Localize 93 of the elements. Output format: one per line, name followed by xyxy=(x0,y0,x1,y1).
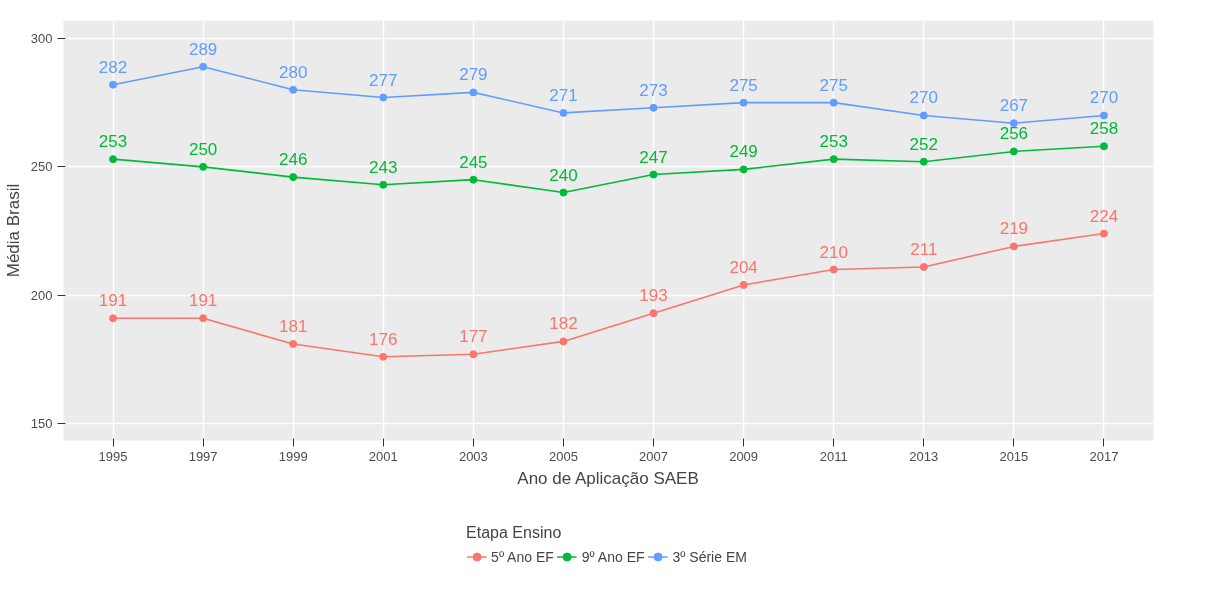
data-label: 245 xyxy=(459,152,488,172)
x-tick-label: 2011 xyxy=(819,448,848,464)
data-label: 253 xyxy=(98,132,128,152)
point xyxy=(1099,229,1108,238)
x-tick-label: 2009 xyxy=(729,448,759,464)
point xyxy=(739,280,748,289)
point xyxy=(109,155,118,164)
point xyxy=(739,165,748,174)
y-axis-title: Média Brasil xyxy=(3,183,23,278)
x-tick-label: 2015 xyxy=(999,448,1029,464)
data-label: 240 xyxy=(549,165,578,185)
x-tick-label: 2013 xyxy=(909,448,939,464)
legend-title: Etapa Ensino xyxy=(466,523,563,542)
data-label: 253 xyxy=(819,132,848,152)
x-tick-label: 2003 xyxy=(458,448,488,464)
x-tick-label: 2001 xyxy=(368,448,398,464)
x-tick-label: 1999 xyxy=(278,448,308,464)
data-label: 282 xyxy=(98,57,128,77)
y-tick-label: 200 xyxy=(30,287,53,303)
x-tick-label: 2017 xyxy=(1089,448,1119,464)
point xyxy=(199,162,208,171)
data-label: 270 xyxy=(1089,88,1119,108)
legend-label: 9º Ano EF xyxy=(581,548,645,565)
data-label: 256 xyxy=(999,124,1029,144)
data-label: 182 xyxy=(549,314,578,334)
data-label: 224 xyxy=(1089,206,1119,226)
point xyxy=(649,103,658,112)
x-tick-label: 2007 xyxy=(639,448,668,464)
point xyxy=(469,88,478,97)
data-label: 252 xyxy=(909,134,938,154)
data-label: 267 xyxy=(999,96,1029,116)
point xyxy=(1009,242,1018,251)
data-label: 193 xyxy=(639,286,668,306)
point xyxy=(649,170,658,179)
data-label: 270 xyxy=(909,88,938,108)
data-label: 204 xyxy=(729,257,758,277)
point xyxy=(469,350,478,359)
data-label: 273 xyxy=(639,80,668,100)
point xyxy=(649,309,658,318)
point xyxy=(289,85,298,94)
data-label: 246 xyxy=(279,150,308,170)
point xyxy=(289,339,298,348)
data-label: 275 xyxy=(819,75,848,95)
y-tick-label: 300 xyxy=(30,30,53,46)
data-label: 289 xyxy=(188,39,218,59)
x-tick-label: 1995 xyxy=(98,448,128,464)
data-label: 176 xyxy=(369,329,398,349)
point xyxy=(919,157,928,166)
data-label: 250 xyxy=(188,139,218,159)
data-label: 279 xyxy=(459,65,488,85)
point xyxy=(379,352,388,361)
data-label: 219 xyxy=(999,219,1029,239)
point xyxy=(829,98,838,107)
point xyxy=(919,262,928,271)
point xyxy=(469,175,478,184)
data-label: 258 xyxy=(1089,119,1119,139)
data-label: 280 xyxy=(279,62,308,82)
point xyxy=(289,173,298,182)
data-label: 275 xyxy=(729,75,758,95)
point xyxy=(199,62,208,71)
y-tick-label: 150 xyxy=(30,416,53,432)
point xyxy=(829,265,838,274)
point xyxy=(379,180,388,189)
data-label: 277 xyxy=(369,70,398,90)
legend-label: 3º Série EM xyxy=(672,548,747,565)
point xyxy=(739,98,748,107)
point xyxy=(199,314,208,323)
point xyxy=(1099,111,1108,120)
data-label: 211 xyxy=(910,239,938,259)
data-label: 191 xyxy=(188,291,218,311)
point xyxy=(559,337,568,346)
y-tick-label: 250 xyxy=(30,159,53,175)
data-label: 181 xyxy=(279,316,308,336)
data-label: 191 xyxy=(98,291,128,311)
data-label: 243 xyxy=(369,157,398,177)
point xyxy=(109,314,118,323)
x-tick-label: 2005 xyxy=(549,448,578,464)
legend-label: 5º Ano EF xyxy=(491,548,554,565)
point xyxy=(559,188,568,197)
point xyxy=(829,155,838,164)
data-label: 249 xyxy=(729,142,758,162)
x-axis-title: Ano de Aplicação SAEB xyxy=(517,468,699,488)
data-label: 210 xyxy=(819,242,848,262)
x-tick-label: 1997 xyxy=(188,448,218,464)
data-label: 247 xyxy=(639,147,668,167)
point xyxy=(559,108,568,117)
point xyxy=(1009,147,1018,156)
point xyxy=(379,93,388,102)
point xyxy=(109,80,118,89)
data-label: 271 xyxy=(549,85,578,105)
point xyxy=(919,111,928,120)
point xyxy=(1099,142,1108,151)
data-label: 177 xyxy=(459,327,488,347)
